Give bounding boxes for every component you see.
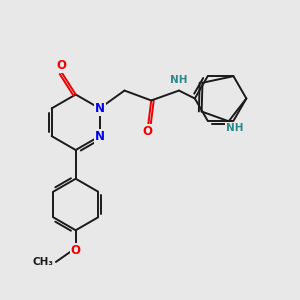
Text: NH: NH [170, 75, 188, 85]
Text: N: N [95, 102, 105, 115]
Text: O: O [142, 125, 152, 138]
Text: CH₃: CH₃ [33, 257, 54, 267]
Text: N: N [95, 130, 105, 142]
Text: O: O [71, 244, 81, 256]
Text: O: O [57, 59, 67, 72]
Text: NH: NH [226, 123, 243, 133]
